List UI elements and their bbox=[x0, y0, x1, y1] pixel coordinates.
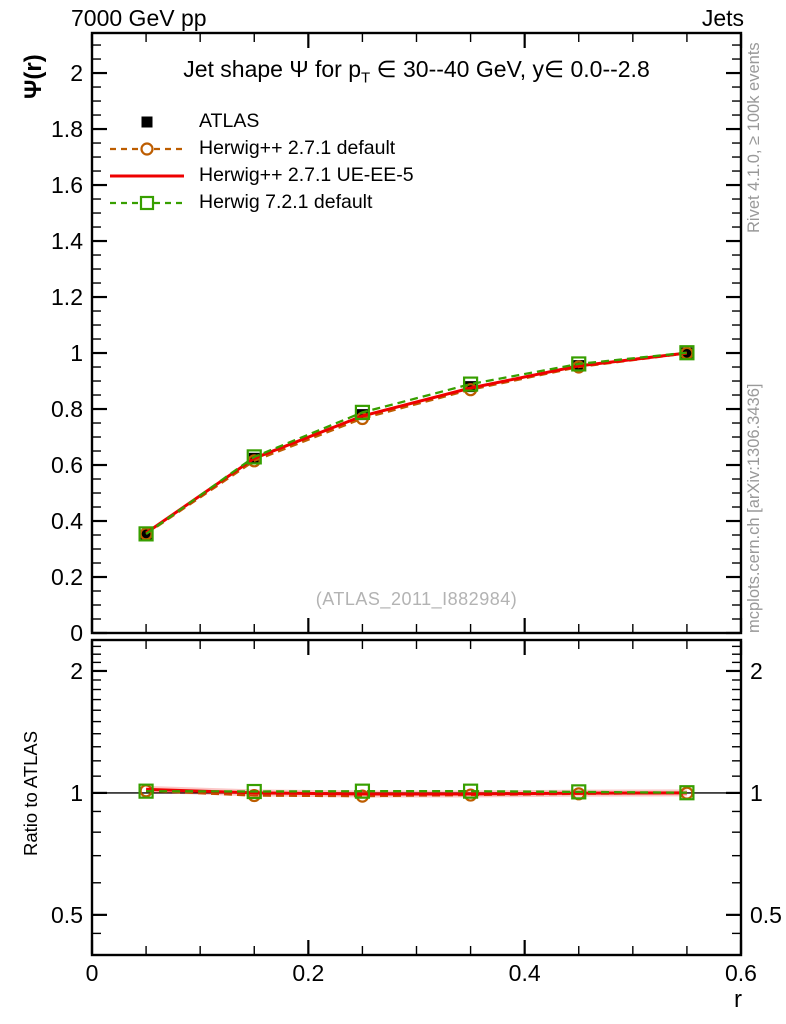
legend-marker-herwigpp-default bbox=[108, 139, 186, 159]
main-y-tick-label: 2 bbox=[70, 60, 83, 86]
ratio-y-tick-label-right: 1 bbox=[750, 780, 763, 806]
main-y-axis-title: Ψ(r) bbox=[20, 54, 47, 99]
herwig-7-2-1-default-ratio-markers bbox=[138, 783, 695, 801]
ratio-y-tick-label-right: 0.5 bbox=[750, 902, 782, 928]
mcplots-arxiv-note: mcplots.cern.ch [arXiv:1306.3436] bbox=[745, 383, 763, 633]
herwig-2-7-1-default-main-markers bbox=[139, 346, 694, 541]
main-y-tick-label: 1 bbox=[70, 340, 83, 366]
legend: ATLAS Herwig++ 2.7.1 default Herwig++ 2.… bbox=[108, 108, 414, 216]
atlas-main-markers bbox=[140, 347, 693, 541]
main-y-tick-label: 1.6 bbox=[51, 172, 83, 198]
legend-item-herwig7-default: Herwig 7.2.1 default bbox=[108, 189, 414, 216]
legend-marker-atlas bbox=[108, 112, 186, 132]
herwig-7-2-1-default-main-markers bbox=[138, 345, 695, 542]
plot-series bbox=[138, 345, 695, 803]
ratio-y-tick-label-left: 1 bbox=[70, 780, 83, 806]
x-tick-label: 0.6 bbox=[725, 960, 757, 986]
legend-label: Herwig 7.2.1 default bbox=[199, 191, 373, 213]
analysis-id-watermark: (ATLAS_2011_I882984) bbox=[315, 589, 518, 609]
ratio-y-tick-label-right: 2 bbox=[750, 658, 763, 684]
main-y-tick-label: 1.2 bbox=[51, 284, 83, 310]
axes bbox=[90, 31, 743, 957]
herwig-2-7-1-default-main-line bbox=[145, 352, 688, 535]
rivet-version-note: Rivet 4.1.0, ≥ 100k events bbox=[745, 42, 763, 233]
main-panel-frame bbox=[90, 31, 743, 635]
legend-label: Herwig++ 2.7.1 default bbox=[199, 137, 396, 159]
x-axis-title: r bbox=[734, 986, 742, 1013]
process-label: Jets bbox=[701, 5, 744, 31]
main-y-tick-label: 1.4 bbox=[51, 228, 83, 254]
main-y-tick-label: 0 bbox=[70, 620, 83, 646]
herwig-2-7-1-ue-ee-5-ratio-line bbox=[146, 787, 687, 796]
ratio-y-tick-label-left: 0.5 bbox=[51, 902, 83, 928]
ratio-y-axis-title: Ratio to ATLAS bbox=[20, 730, 41, 856]
beam-energy-label: 7000 GeV pp bbox=[71, 5, 207, 31]
plot-title-suffix: ∈ 30--40 GeV, y∈ 0.0--2.8 bbox=[370, 56, 650, 82]
plot-title-subscript: T bbox=[361, 69, 371, 87]
plot-title-text: Jet shape Ψ for p bbox=[183, 56, 361, 82]
herwig-7-2-1-default-main-line bbox=[145, 351, 688, 535]
plot-title: Jet shape Ψ for pT ∈ 30--40 GeV, y∈ 0.0-… bbox=[92, 56, 741, 87]
x-tick-label: 0.2 bbox=[292, 960, 324, 986]
ratio-panel-frame bbox=[90, 638, 743, 957]
main-y-tick-label: 0.2 bbox=[51, 564, 83, 590]
legend-label: ATLAS bbox=[199, 110, 260, 132]
main-y-tick-label: 0.4 bbox=[51, 508, 83, 534]
legend-marker-herwig7-default bbox=[108, 193, 186, 213]
x-tick-label: 0 bbox=[86, 960, 99, 986]
legend-label: Herwig++ 2.7.1 UE-EE-5 bbox=[199, 164, 414, 186]
legend-item-herwigpp-default: Herwig++ 2.7.1 default bbox=[108, 135, 414, 162]
legend-item-herwigpp-ue-ee-5: Herwig++ 2.7.1 UE-EE-5 bbox=[108, 162, 414, 189]
ratio-y-tick-label-left: 2 bbox=[70, 658, 83, 684]
herwig-2-7-1-ue-ee-5-main-line bbox=[145, 351, 688, 535]
x-tick-label: 0.4 bbox=[509, 960, 541, 986]
main-y-tick-label: 1.8 bbox=[51, 116, 83, 142]
legend-marker-herwigpp-ue-ee-5 bbox=[108, 166, 186, 186]
main-y-tick-label: 0.8 bbox=[51, 396, 83, 422]
main-y-tick-label: 0.6 bbox=[51, 452, 83, 478]
legend-item-atlas: ATLAS bbox=[108, 108, 414, 135]
